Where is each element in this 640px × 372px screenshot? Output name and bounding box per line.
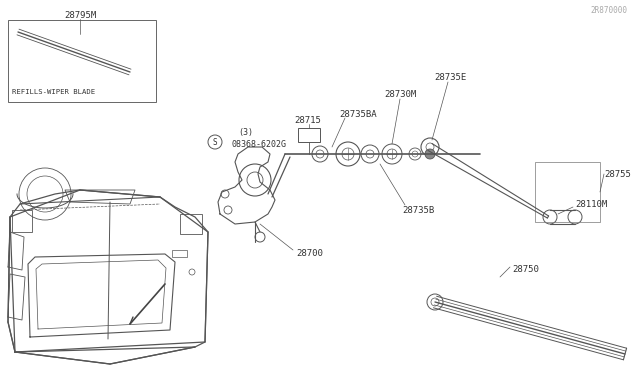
Text: 28755: 28755 [604, 170, 631, 179]
Text: 08368-6202G: 08368-6202G [232, 140, 287, 148]
Text: 28700: 28700 [296, 250, 323, 259]
Text: S: S [212, 138, 218, 147]
Bar [8, 20, 156, 102]
Bar [12, 210, 32, 232]
Circle shape [425, 149, 435, 159]
Bar [298, 128, 320, 142]
Bar [535, 162, 600, 222]
Text: 28715: 28715 [294, 115, 321, 125]
Text: 28730M: 28730M [384, 90, 416, 99]
Text: 28735B: 28735B [402, 205, 434, 215]
Text: 28750: 28750 [512, 266, 539, 275]
Text: 28795M: 28795M [64, 10, 96, 19]
Text: 28735BA: 28735BA [339, 109, 377, 119]
Text: (3): (3) [238, 128, 253, 137]
Text: 28735E: 28735E [434, 73, 466, 81]
Text: REFILLS-WIPER BLADE: REFILLS-WIPER BLADE [12, 89, 95, 95]
Text: 28110M: 28110M [575, 199, 607, 208]
Text: 2R870000: 2R870000 [590, 6, 627, 15]
Bar [172, 250, 187, 257]
Bar [180, 214, 202, 234]
